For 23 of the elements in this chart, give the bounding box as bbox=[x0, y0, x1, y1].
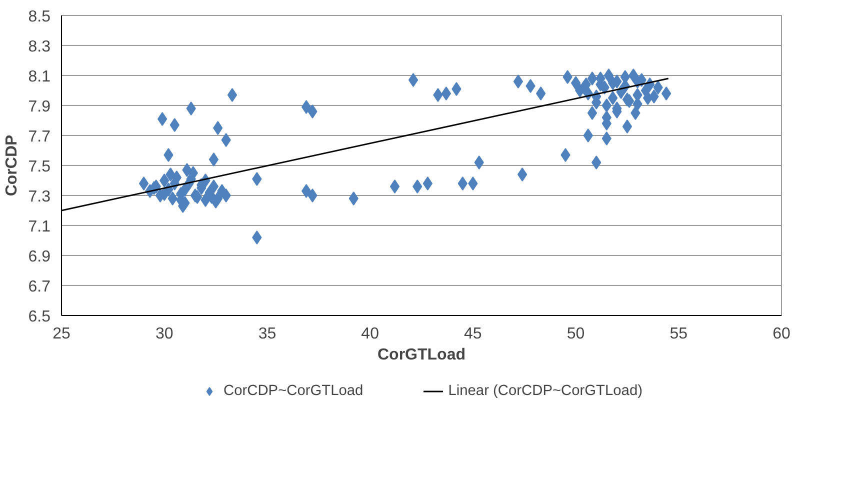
x-tick-label: 60 bbox=[772, 326, 790, 342]
x-tick-label: 45 bbox=[464, 326, 482, 342]
x-tick-label: 30 bbox=[155, 326, 174, 342]
y-tick-label: 6.9 bbox=[28, 248, 51, 266]
x-tick-label: 40 bbox=[361, 326, 380, 342]
y-tick-label: 7.3 bbox=[28, 188, 51, 206]
x-tick-label: 25 bbox=[52, 326, 70, 342]
x-tick-label: 50 bbox=[566, 326, 585, 342]
y-axis-title: CorCDP bbox=[3, 134, 20, 196]
legend-label: CorCDP~CorGTLoad bbox=[224, 383, 364, 399]
y-tick-label: 7.5 bbox=[28, 158, 51, 176]
y-tick-label: 6.5 bbox=[28, 308, 51, 326]
y-tick-label: 7.9 bbox=[28, 98, 51, 116]
legend-label: Linear (CorCDP~CorGTLoad) bbox=[448, 383, 642, 399]
y-tick-label: 7.7 bbox=[28, 128, 51, 146]
y-tick-label: 8.1 bbox=[28, 68, 51, 86]
y-tick-label: 8.5 bbox=[28, 8, 51, 26]
x-axis-title: CorGTLoad bbox=[378, 346, 466, 364]
y-tick-label: 6.7 bbox=[28, 278, 51, 296]
y-tick-label: 8.3 bbox=[28, 38, 51, 56]
y-tick-label: 7.1 bbox=[28, 218, 51, 236]
x-tick-label: 55 bbox=[670, 326, 688, 342]
x-tick-label: 35 bbox=[258, 326, 276, 342]
